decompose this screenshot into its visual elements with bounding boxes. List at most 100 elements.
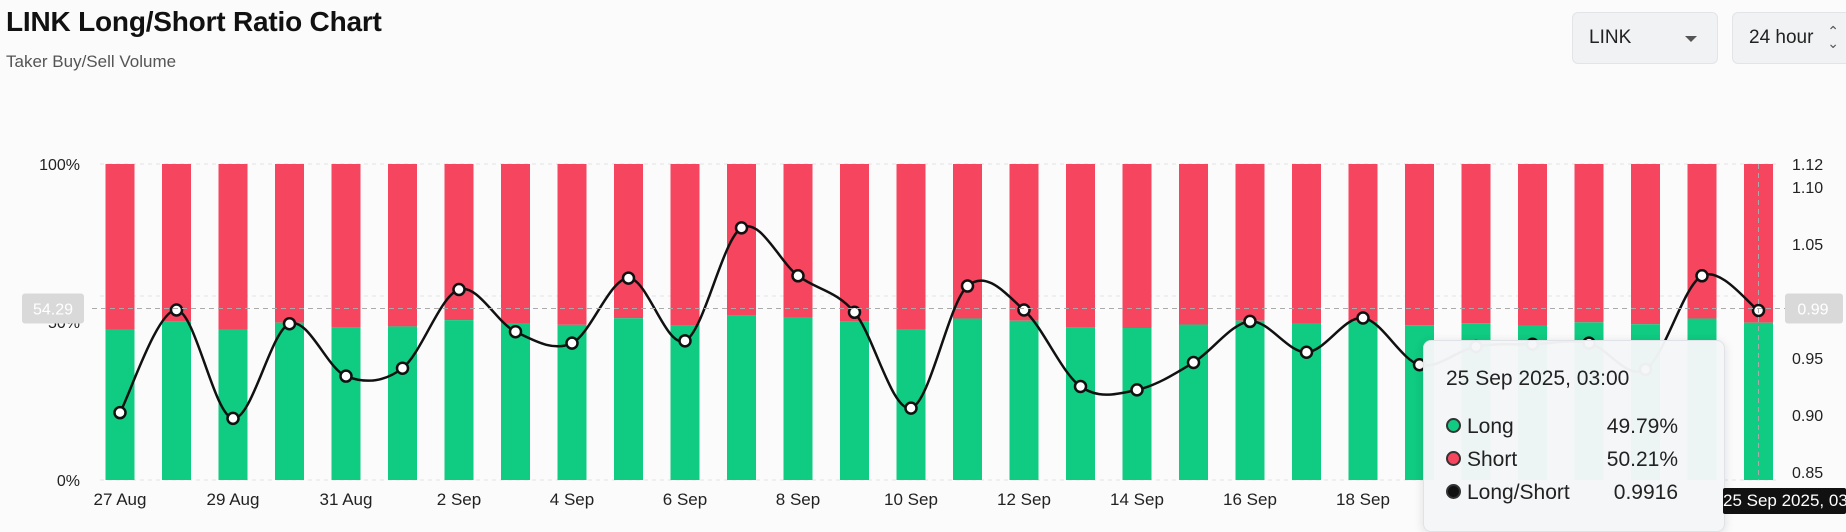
short-bar — [557, 164, 587, 325]
short-bar — [1461, 164, 1491, 324]
x-tick-label: 29 Aug — [207, 490, 260, 509]
tooltip-row-long: Long 49.79% — [1446, 415, 1678, 439]
long-bar — [1122, 328, 1152, 480]
ratio-point — [1695, 269, 1709, 283]
tooltip-row-ratio: Long/Short 0.9916 — [1446, 481, 1678, 505]
long-short-chart[interactable]: 27 Aug 29 Aug 31 Aug 2 Sep 4 Sep 6 Sep 8 Sep 10… — [0, 0, 1846, 514]
ratio-point — [1299, 345, 1314, 359]
short-bar — [275, 164, 304, 323]
x-tick-label: 10 Sep — [884, 490, 938, 509]
page-subtitle: Taker Buy/Sell Volume — [6, 52, 177, 71]
long-bar — [162, 321, 191, 480]
long-bar — [501, 323, 530, 480]
tooltip-ratio-label: Long/Short — [1467, 481, 1570, 504]
ratio-point — [1017, 303, 1031, 317]
y-right-tick-label: 1.10 — [1792, 180, 1823, 197]
ratio-point — [565, 336, 579, 350]
long-bar — [1179, 324, 1208, 480]
tooltip-row-short: Short 50.21% — [1446, 448, 1678, 472]
x-tick-label: 27 Aug — [94, 490, 147, 509]
range-select[interactable]: 24 hour ⌃ ⌄ — [1732, 12, 1846, 64]
ratio-point — [960, 279, 975, 293]
long-bar — [1009, 320, 1039, 480]
chart-tooltip: 25 Sep 2025, 03:00 Long 49.79% Short 50.… — [1423, 340, 1725, 532]
tooltip-ratio-value: 0.9916 — [1613, 481, 1678, 504]
long-bar — [444, 320, 474, 480]
ratio-point — [226, 411, 240, 426]
ratio-point — [1073, 379, 1088, 394]
long-bar — [953, 318, 982, 480]
ratio-point — [452, 282, 466, 297]
tooltip-long-label: Long — [1467, 415, 1514, 438]
x-tick-label: 14 Sep — [1110, 490, 1164, 509]
short-bar — [1009, 164, 1039, 321]
short-bar — [1235, 164, 1265, 321]
y-right-tick-label: 0.95 — [1792, 351, 1823, 368]
y-axis-left: 100%0%50% — [39, 157, 80, 490]
long-bar — [1235, 320, 1265, 480]
x-axis-ticks: 27 Aug 29 Aug 31 Aug 2 Sep 4 Sep 6 Sep 8 Sep 10… — [94, 490, 1390, 509]
ratio-point — [508, 324, 523, 339]
ratio-dot-icon — [1446, 484, 1461, 500]
ratio-point — [113, 405, 127, 420]
tooltip-short-value: 50.21% — [1606, 448, 1678, 471]
crosshair-left-value: 54.29 — [33, 301, 73, 318]
symbol-select-value: LINK — [1589, 27, 1632, 48]
short-bar — [501, 164, 530, 324]
long-bar — [727, 315, 756, 480]
long-bar — [783, 317, 813, 480]
tooltip-short-label: Short — [1467, 448, 1518, 471]
x-tick-label: 12 Sep — [997, 490, 1051, 509]
x-tick-label: 6 Sep — [663, 490, 707, 509]
short-bar — [783, 164, 813, 318]
crosshair-right-badge — [1785, 293, 1843, 324]
short-bar — [1348, 164, 1378, 322]
long-bar — [275, 322, 304, 480]
long-bar — [105, 329, 135, 480]
range-select-value: 24 hour — [1749, 27, 1814, 48]
ratio-point — [847, 305, 862, 320]
short-dot-icon — [1446, 451, 1461, 467]
long-dot-icon — [1446, 418, 1461, 434]
short-bar — [1122, 164, 1152, 329]
ratio-point — [621, 271, 636, 285]
long-bar — [331, 327, 361, 480]
short-bar — [1687, 164, 1717, 319]
short-bar — [331, 164, 361, 328]
ratio-point — [678, 334, 692, 348]
ratio-point — [1356, 311, 1370, 325]
ratio-point — [169, 303, 184, 317]
short-bar — [388, 164, 417, 327]
long-bar — [218, 329, 248, 480]
x-tick-label: 31 Aug — [320, 490, 373, 509]
short-bar — [105, 164, 135, 330]
crosshair: 54.29 0.99 — [22, 164, 1843, 480]
short-bar — [1292, 164, 1321, 324]
y-left-tick-label: 100% — [39, 157, 80, 174]
x-tick-label: 18 Sep — [1336, 490, 1390, 509]
ratio-point — [1186, 355, 1201, 370]
y-right-tick-label: 1.12 — [1792, 157, 1823, 174]
y-axis-right: 0.85 0.90 0.95 1.05 1.10 1.12 — [1792, 157, 1823, 482]
short-bar — [1066, 164, 1095, 328]
chart-bars — [105, 164, 1773, 480]
ratio-point — [282, 316, 297, 331]
ratio-point — [1243, 314, 1257, 329]
long-bar — [614, 318, 643, 480]
page-title: LINK Long/Short Ratio Chart — [6, 6, 382, 37]
short-bar — [1405, 164, 1434, 326]
long-bar — [1066, 327, 1095, 480]
short-bar — [218, 164, 248, 330]
crosshair-x-label: 25 Sep 2025, 03:00 — [1723, 488, 1846, 514]
short-bar — [1518, 164, 1547, 326]
ratio-point — [904, 401, 918, 415]
y-right-tick-label: 1.05 — [1792, 237, 1823, 254]
crosshair-left-badge — [22, 293, 84, 324]
x-tick-label: 4 Sep — [550, 490, 594, 509]
symbol-select[interactable]: LINK — [1572, 12, 1718, 64]
short-bar — [1179, 164, 1208, 325]
short-bar — [1631, 164, 1660, 325]
short-bar — [896, 164, 926, 330]
short-bar — [1744, 164, 1773, 323]
ratio-point — [791, 269, 805, 283]
